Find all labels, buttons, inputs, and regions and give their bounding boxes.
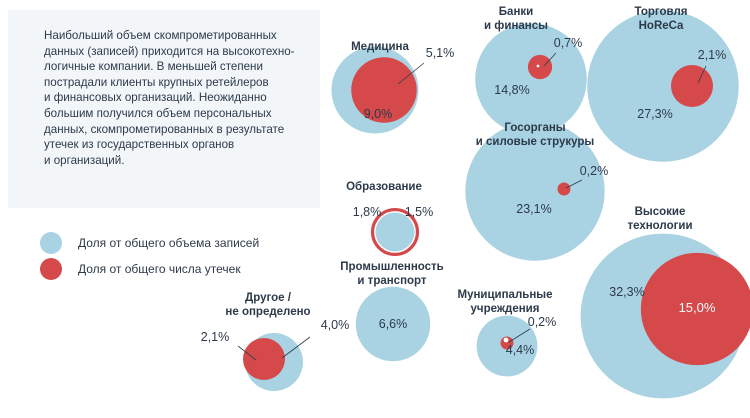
records-value-cat-4: 1,8% [353, 205, 382, 219]
records-value-cat-3: 23,1% [516, 202, 551, 216]
note-line: и финансовых организаций. Неожиданно [44, 91, 267, 105]
category-label-cat-2: Торговля [635, 6, 688, 18]
note-line: данных (записей) приходится на высокотех… [44, 44, 295, 58]
leaks-value-cat-5: 15,0% [679, 300, 716, 315]
category-label-cat-7: Муниципальные [457, 289, 552, 301]
records-value-cat-6: 6,6% [379, 317, 408, 331]
category-label-cat-4: Образование [346, 181, 422, 193]
category-label-cat-6: Промышленность [340, 261, 444, 273]
leaks-value-cat-4: 1,5% [405, 205, 434, 219]
bubble-leaks-cat-1 [527, 54, 553, 80]
category-label-cat-5: технологии [627, 220, 692, 232]
description-note: Наибольший объем скомпрометированных дан… [8, 10, 320, 208]
category-label-cat-8: не определено [225, 306, 310, 318]
leader-line-cat-2 [697, 65, 707, 84]
records-value-cat-0: 9,0% [364, 107, 393, 121]
leader-line-cat-8 [237, 345, 257, 361]
note-line: большим получился объем персональных [44, 106, 272, 120]
category-label-cat-1: Банки [499, 6, 533, 18]
records-value-cat-7: 4,4% [506, 343, 535, 357]
leader-line-cat-1 [543, 52, 557, 67]
leaks-value-cat-2: 2,1% [698, 48, 727, 62]
leader-line-cat-0 [397, 62, 425, 85]
category-label-cat-3: Госорганы [504, 122, 565, 134]
bubble-records-cat-4 [375, 212, 415, 252]
bubble-leaks-cat-8 [242, 337, 286, 381]
leaks-value-cat-1: 0,7% [554, 36, 583, 50]
bubble-records-cat-6 [355, 286, 431, 362]
note-line: данных, скомпрометированных в результате [44, 122, 285, 136]
category-label-cat-2: HoReCa [639, 20, 684, 32]
records-value-cat-2: 27,3% [637, 107, 672, 121]
records-value-cat-8: 4,0% [321, 318, 350, 332]
legend-label-leaks: Доля от общего числа утечек [78, 262, 241, 276]
category-label-cat-8: Другое / [245, 292, 292, 304]
bubble-leaks-cat-3 [557, 182, 571, 196]
category-label-cat-0: Медицина [351, 41, 409, 53]
note-line: логичные компании. В меньшей степени [44, 60, 263, 74]
bubble-leaks-cat-4 [370, 207, 420, 257]
legend-item-records: Доля от общего объема записей [40, 232, 259, 254]
note-line: пострадали клиенты крупных ретейлеров [44, 75, 269, 89]
leader-line-cat-7 [508, 328, 531, 343]
legend-swatch-leaks [40, 258, 62, 280]
leaks-value-cat-8: 2,1% [201, 330, 230, 344]
category-label-cat-6: и транспорт [357, 275, 427, 287]
category-label-cat-7: учреждения [471, 303, 540, 315]
leader-line-cat-8 [281, 336, 311, 359]
records-value-cat-1: 14,8% [494, 83, 529, 97]
legend-swatch-records [40, 232, 62, 254]
category-label-cat-1: и финансы [484, 20, 548, 32]
bubble-leaks-cat-2 [670, 64, 714, 108]
bubble-records-cat-2 [587, 10, 739, 162]
bubble-marker-dot [536, 64, 540, 68]
leader-line-cat-3 [565, 179, 583, 189]
bubble-marker-dot [503, 337, 509, 343]
category-label-cat-5: Высокие [635, 206, 686, 218]
category-label-cat-3: и силовые струкуры [476, 136, 595, 148]
bubble-leaks-cat-0 [351, 57, 417, 123]
legend-label-records: Доля от общего объема записей [78, 236, 260, 250]
records-value-cat-5: 32,3% [609, 285, 644, 299]
bubble-leaks-cat-5 [640, 252, 750, 366]
note-line: Наибольший объем скомпрометированных [44, 29, 277, 42]
leaks-value-cat-7: 0,2% [528, 315, 557, 329]
bubble-records-cat-1 [475, 23, 587, 135]
note-line: и организаций. [44, 153, 125, 167]
legend-item-leaks: Доля от общего числа утечек [40, 258, 241, 280]
bubble-records-cat-3 [465, 121, 605, 261]
leaks-value-cat-3: 0,2% [580, 164, 609, 178]
note-line: утечек из государственных органов [44, 138, 235, 152]
leaks-value-cat-0: 5,1% [426, 46, 455, 60]
